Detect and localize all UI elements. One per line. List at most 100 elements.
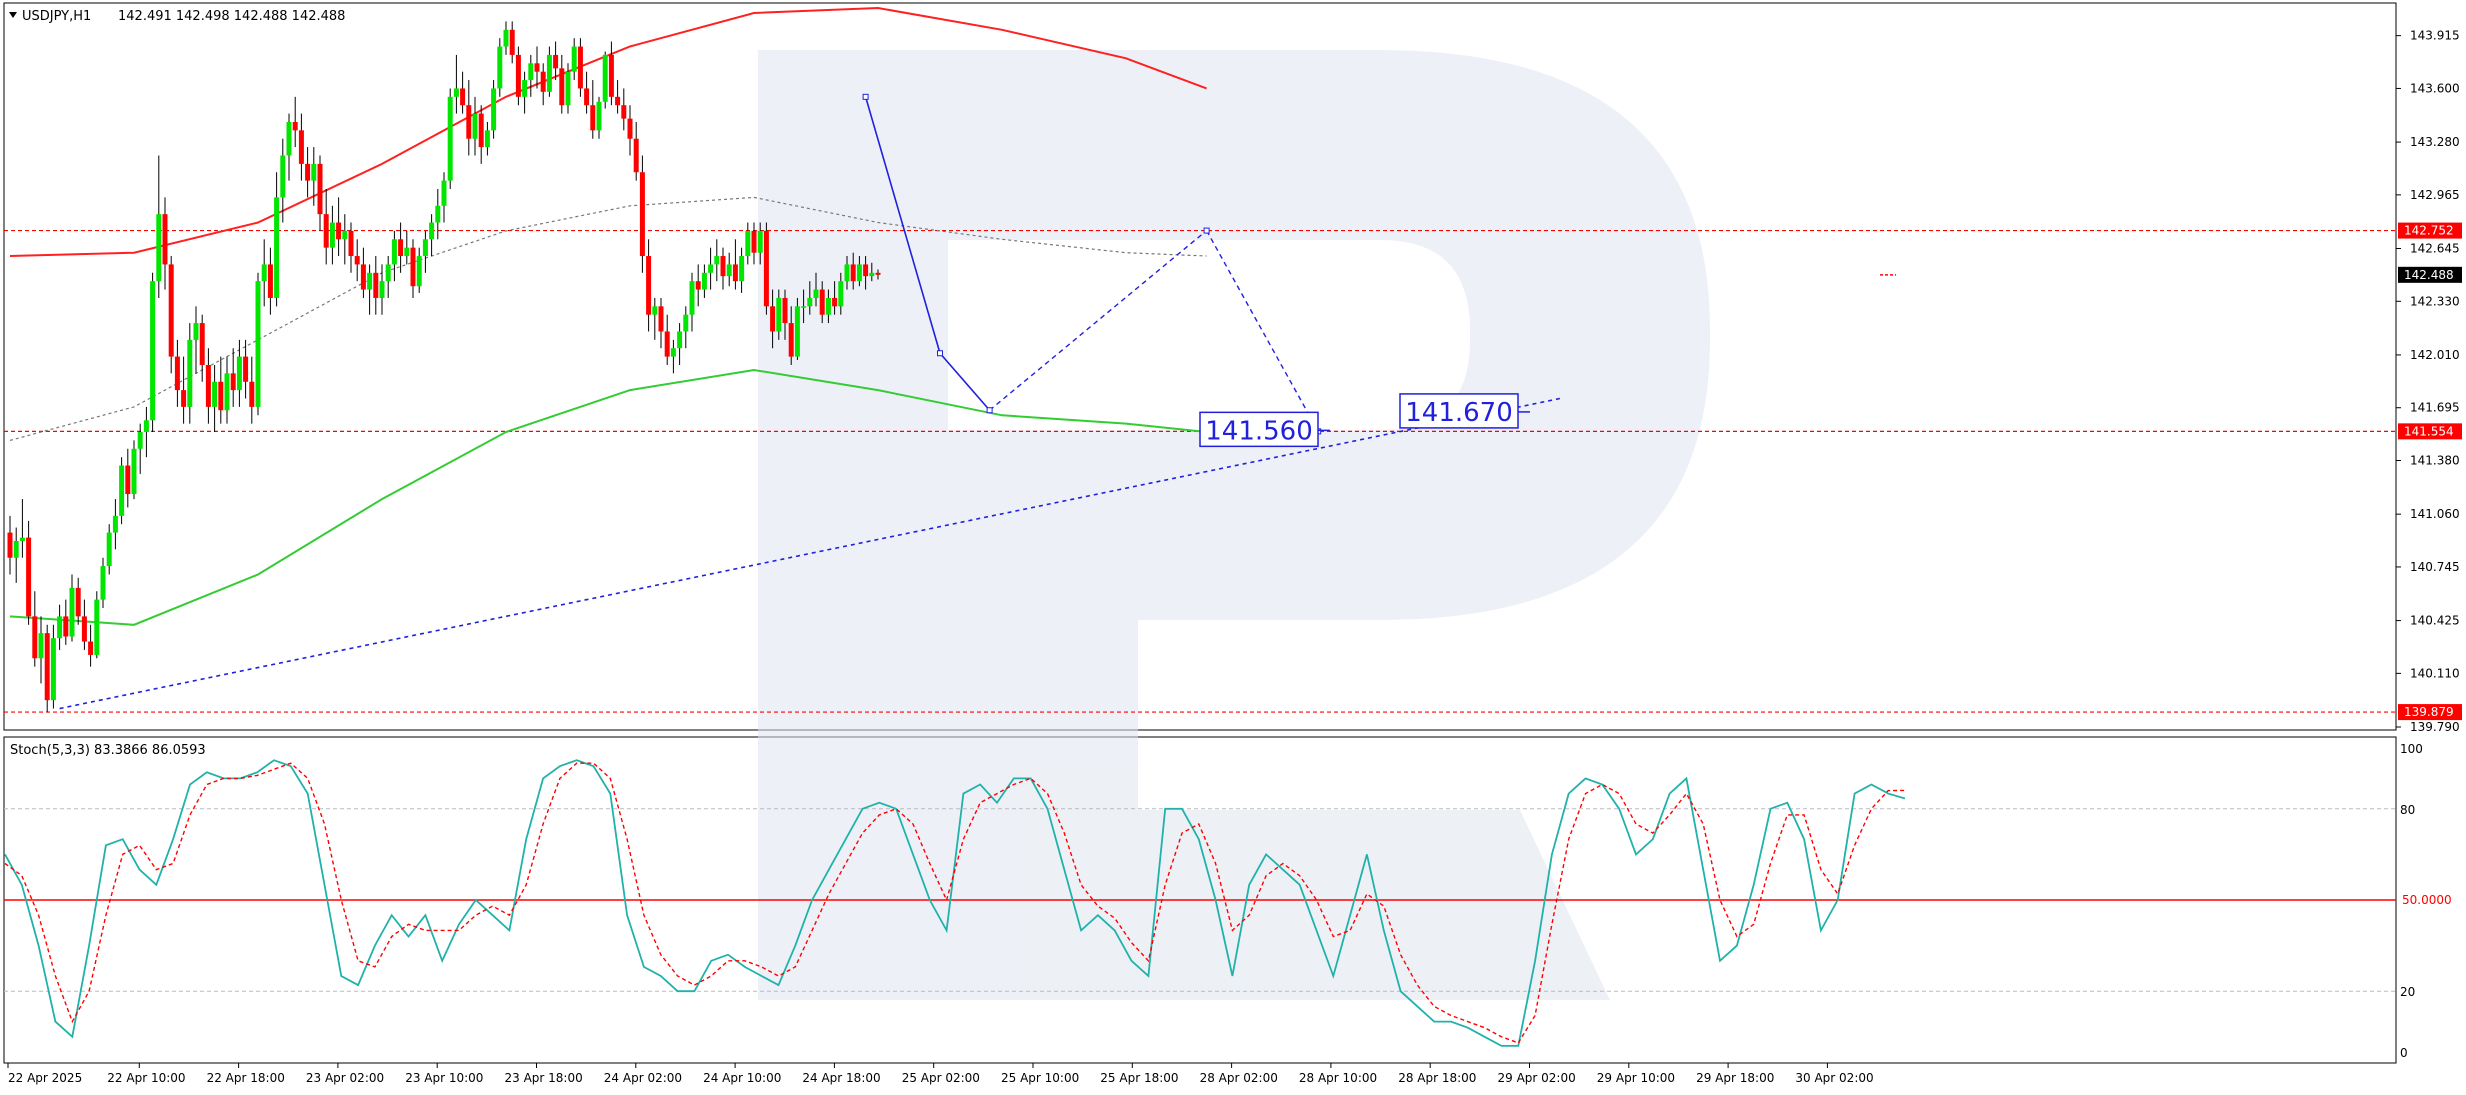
candle	[410, 239, 416, 298]
forecast-segment	[989, 230, 1208, 411]
candle	[348, 222, 354, 273]
candle-body	[373, 272, 379, 298]
candle-body	[540, 71, 546, 92]
time-tick-label: 25 Apr 10:00	[1001, 1071, 1079, 1085]
time-tick-label: 22 Apr 18:00	[207, 1071, 285, 1085]
candle	[677, 323, 683, 365]
candle	[757, 222, 763, 265]
candle-body	[590, 105, 596, 131]
stoch-signal-line	[4, 762, 1906, 1044]
candle-body	[19, 537, 25, 541]
candle-body	[44, 633, 50, 701]
candle	[503, 21, 509, 55]
candle-body	[193, 323, 199, 340]
current-price-tag	[2398, 266, 2462, 283]
candle-body	[174, 356, 180, 391]
candle	[199, 314, 205, 382]
candle-body	[751, 230, 757, 253]
candle	[633, 121, 639, 181]
candle	[57, 604, 63, 650]
price-tick-label: 142.330	[2410, 294, 2460, 308]
candle	[7, 515, 13, 575]
candle-body	[317, 163, 323, 215]
candle-body	[354, 256, 360, 265]
candle	[602, 51, 608, 109]
time-tick-label: 24 Apr 10:00	[703, 1071, 781, 1085]
stoch-tick-label: 0	[2400, 1046, 2408, 1060]
price-tick-label: 139.790	[2410, 720, 2460, 734]
candle-body	[559, 68, 565, 106]
candle	[435, 189, 441, 240]
price-tick-label: 141.695	[2410, 401, 2460, 415]
price-tick-label: 142.645	[2410, 242, 2460, 256]
candle	[422, 230, 428, 273]
candle-body	[856, 264, 862, 282]
candle	[497, 38, 503, 97]
candle	[739, 247, 745, 293]
candle-body	[261, 264, 267, 282]
candle	[708, 247, 714, 290]
candle	[391, 230, 397, 282]
candle-body	[621, 105, 627, 119]
candle-body	[608, 54, 614, 97]
candle-body	[63, 616, 69, 637]
candle	[373, 256, 379, 315]
candle-body	[708, 264, 714, 273]
candle	[329, 205, 335, 265]
candle-body	[267, 264, 273, 298]
candle	[305, 147, 311, 198]
candle	[838, 272, 844, 315]
time-tick-label: 25 Apr 18:00	[1100, 1071, 1178, 1085]
candle	[119, 457, 125, 525]
candle-body	[466, 105, 472, 139]
price-tick-label: 141.060	[2410, 507, 2460, 521]
candle-body	[577, 46, 583, 89]
price-panel-frame	[3, 2, 2397, 731]
candle-body	[739, 256, 745, 282]
candle-body	[807, 297, 813, 307]
candle-body	[32, 616, 38, 659]
candle-body	[137, 432, 143, 449]
candle	[174, 339, 180, 407]
candle	[850, 252, 856, 290]
candle	[317, 155, 323, 231]
candle	[143, 406, 149, 458]
candle-body	[658, 306, 664, 332]
candle-body	[788, 323, 794, 357]
candle-body	[770, 306, 776, 332]
candle-body	[509, 29, 515, 55]
candle-body	[94, 599, 100, 655]
candle	[416, 247, 422, 293]
candle-body	[627, 118, 633, 139]
candle-body	[615, 96, 621, 106]
candle	[385, 256, 391, 298]
candle	[621, 88, 627, 131]
price-tick-label: 140.110	[2410, 666, 2460, 680]
time-tick-label: 22 Apr 2025	[8, 1071, 82, 1085]
candle	[751, 222, 757, 265]
candle-body	[379, 281, 385, 298]
stoch-header-label: Stoch(5,3,3) 83.3866 86.0593	[10, 743, 206, 758]
candle-body	[825, 297, 831, 315]
candle	[472, 96, 478, 156]
candle	[193, 306, 199, 374]
watermark-logo	[758, 50, 1710, 1000]
candle	[615, 80, 621, 114]
candle-body	[863, 264, 869, 277]
candle	[447, 88, 453, 190]
candle	[770, 289, 776, 349]
time-tick-label: 28 Apr 02:00	[1200, 1071, 1278, 1085]
candle	[695, 264, 701, 307]
candle	[596, 96, 602, 139]
price-tick-label: 143.915	[2410, 29, 2460, 43]
candle-body	[491, 88, 497, 131]
candle	[565, 63, 571, 114]
candle	[478, 105, 484, 164]
candle-body	[794, 306, 800, 357]
candle	[354, 239, 360, 282]
current-price-label: 142.488	[2404, 268, 2454, 282]
candle	[590, 80, 596, 139]
candle-body	[732, 264, 738, 282]
dropdown-arrow-icon[interactable]	[9, 12, 17, 18]
candle-body	[292, 121, 298, 131]
